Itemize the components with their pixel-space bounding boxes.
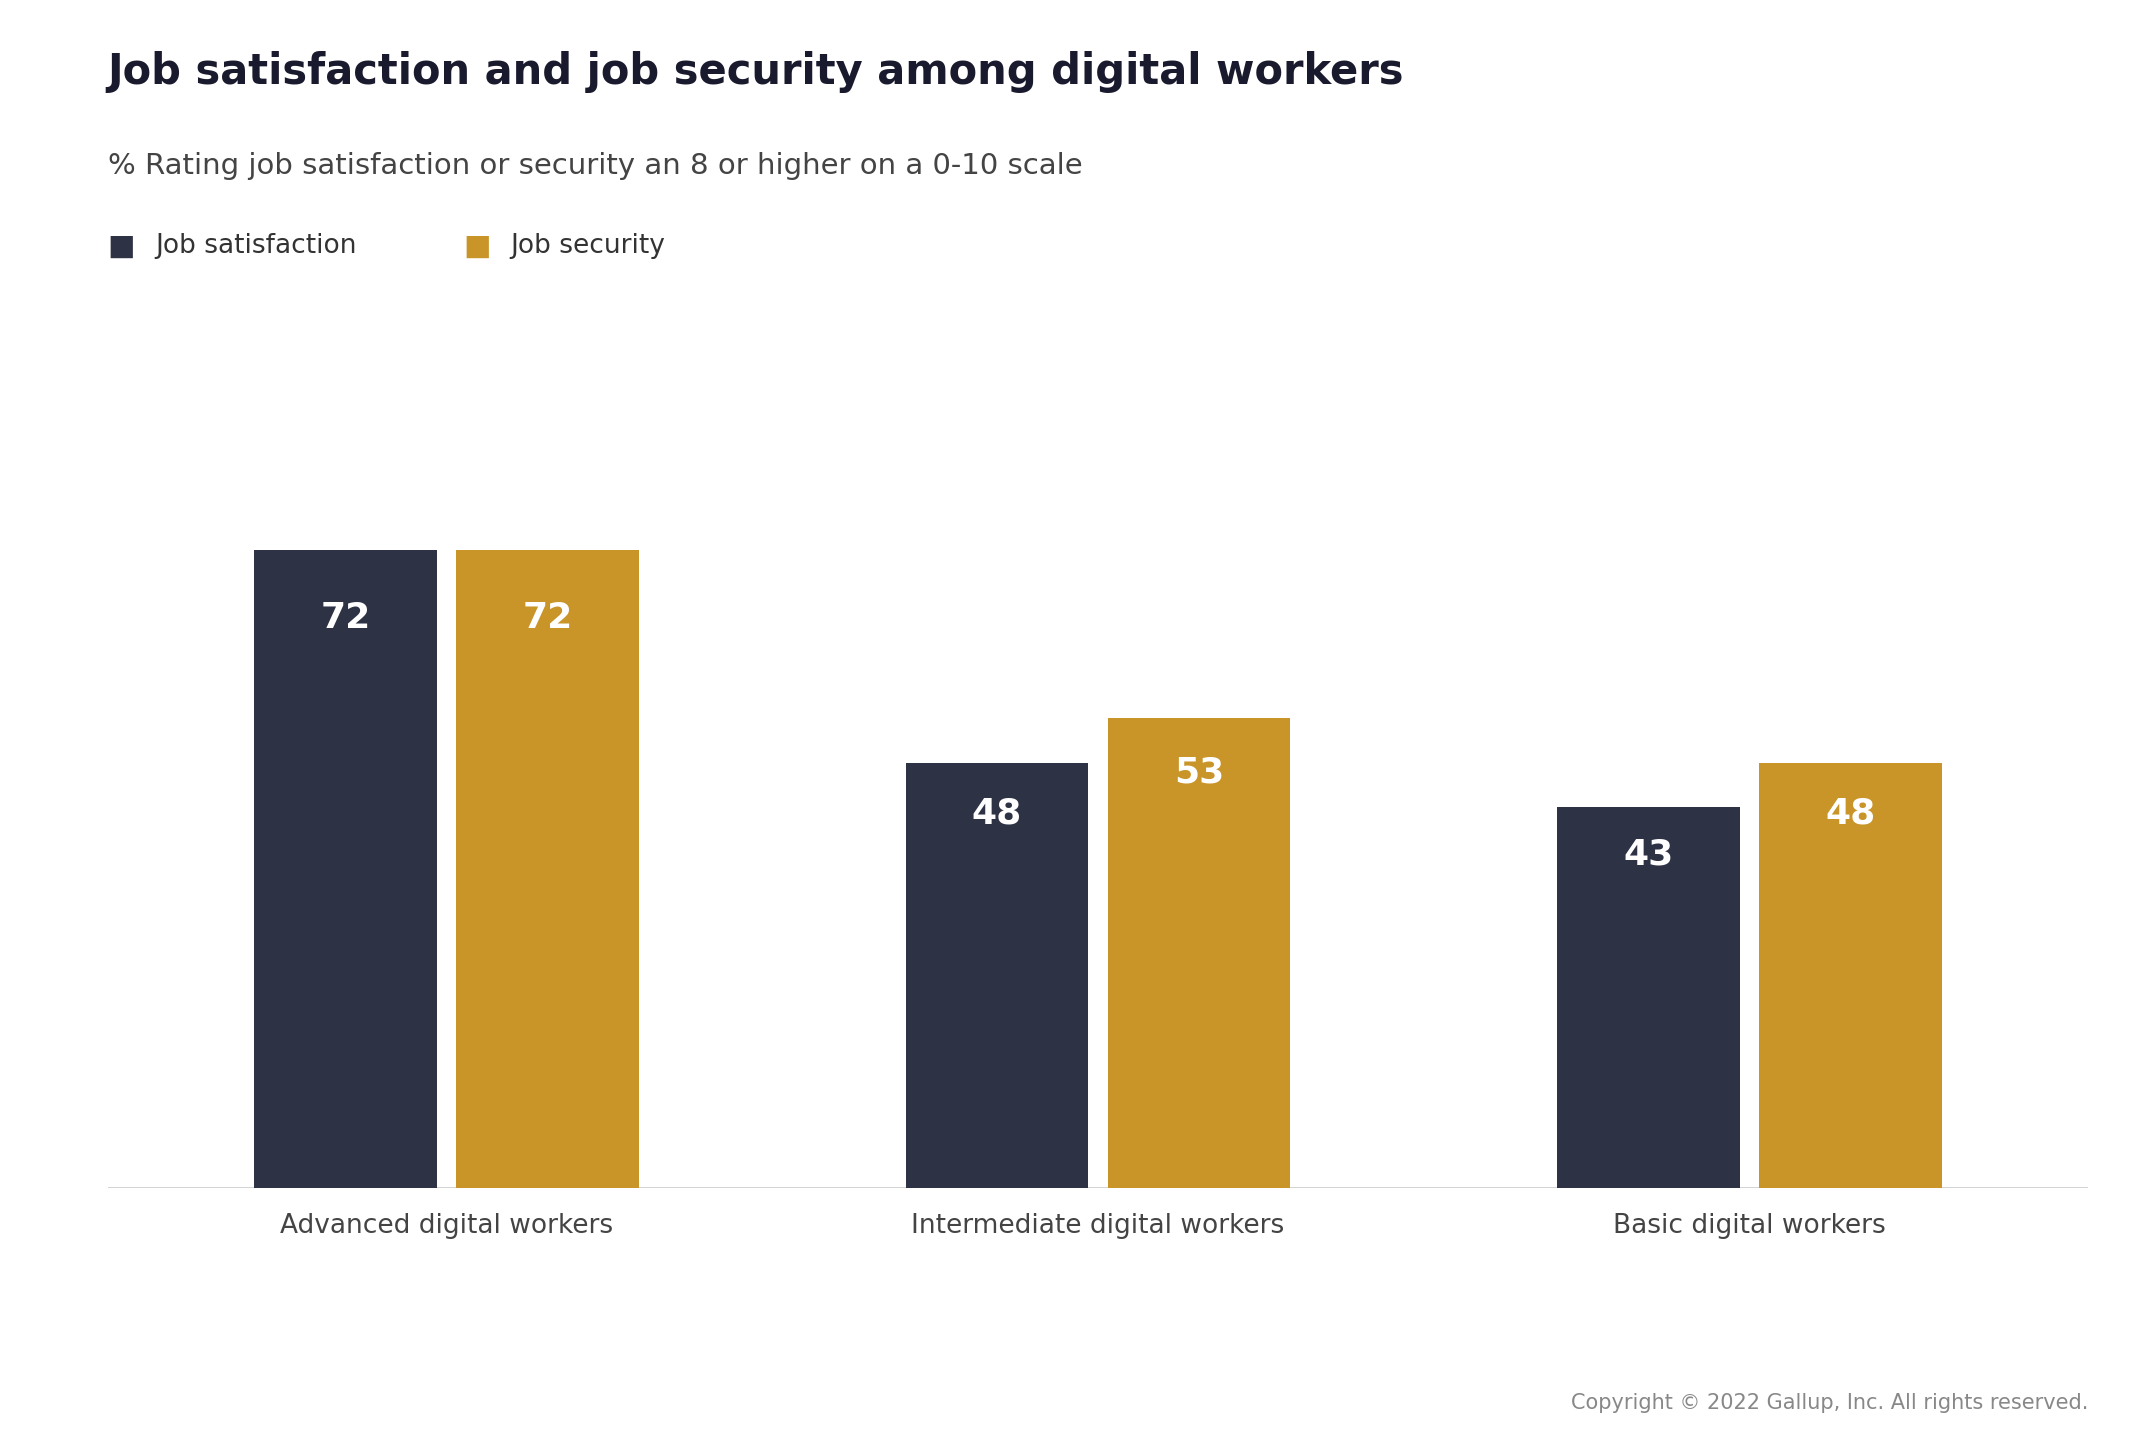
- Text: Job satisfaction: Job satisfaction: [155, 233, 357, 259]
- Text: 48: 48: [971, 797, 1023, 830]
- Bar: [1557, 807, 1740, 1188]
- Text: % Rating job satisfaction or security an 8 or higher on a 0-10 scale: % Rating job satisfaction or security an…: [108, 152, 1083, 180]
- Text: 72: 72: [523, 601, 573, 635]
- Bar: [906, 762, 1087, 1188]
- Bar: [456, 551, 639, 1188]
- Bar: [1759, 762, 1942, 1188]
- Text: Job satisfaction and job security among digital workers: Job satisfaction and job security among …: [108, 51, 1404, 93]
- Bar: [1109, 719, 1290, 1188]
- Text: Copyright © 2022 Gallup, Inc. All rights reserved.: Copyright © 2022 Gallup, Inc. All rights…: [1572, 1392, 2088, 1413]
- Text: 72: 72: [321, 601, 370, 635]
- Text: ■: ■: [463, 232, 491, 261]
- Text: 48: 48: [1826, 797, 1875, 830]
- Text: Job security: Job security: [510, 233, 665, 259]
- Text: 53: 53: [1173, 756, 1225, 790]
- Text: 43: 43: [1623, 838, 1673, 871]
- Bar: [254, 551, 437, 1188]
- Text: ■: ■: [108, 232, 136, 261]
